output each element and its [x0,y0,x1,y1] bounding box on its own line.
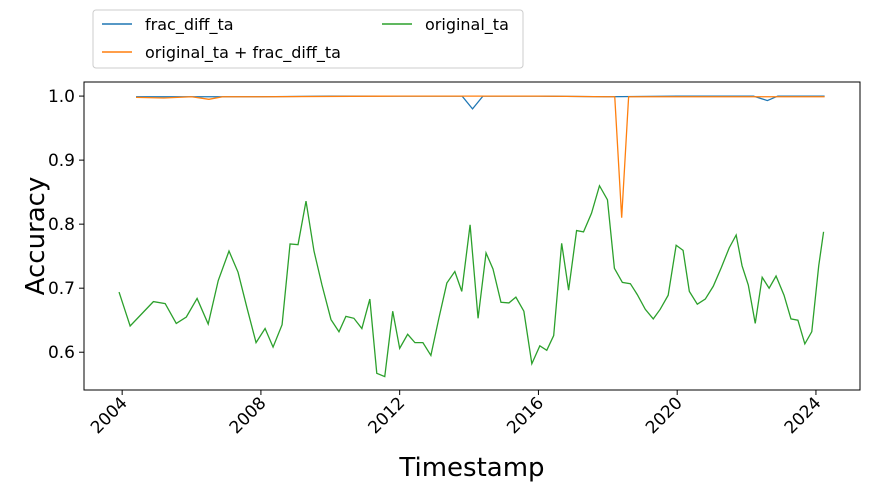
x-tick-label: 2004 [87,393,132,438]
series-line [118,184,825,378]
plot-frame [83,81,861,391]
x-tick-label: 2012 [364,393,409,438]
x-tick-label: 2016 [503,393,548,438]
y-tick-label: 0.6 [48,343,75,363]
x-tick-label: 2024 [781,393,826,438]
y-tick-label: 0.7 [48,279,75,299]
x-axis-label: Timestamp [398,453,544,483]
series-line [136,95,825,110]
x-tick-label: 2008 [226,393,271,438]
legend-box [92,9,524,69]
y-tick-label: 1.0 [48,87,75,107]
series-line [136,95,825,218]
legend-label: original_ta [425,15,509,35]
legend-label: frac_diff_ta [145,15,234,35]
x-tick-label: 2020 [642,393,687,438]
legend-label: original_ta + frac_diff_ta [145,43,341,63]
y-axis-label: Accuracy [21,177,51,296]
y-tick-label: 0.8 [48,215,75,235]
y-tick-label: 0.9 [48,151,75,171]
